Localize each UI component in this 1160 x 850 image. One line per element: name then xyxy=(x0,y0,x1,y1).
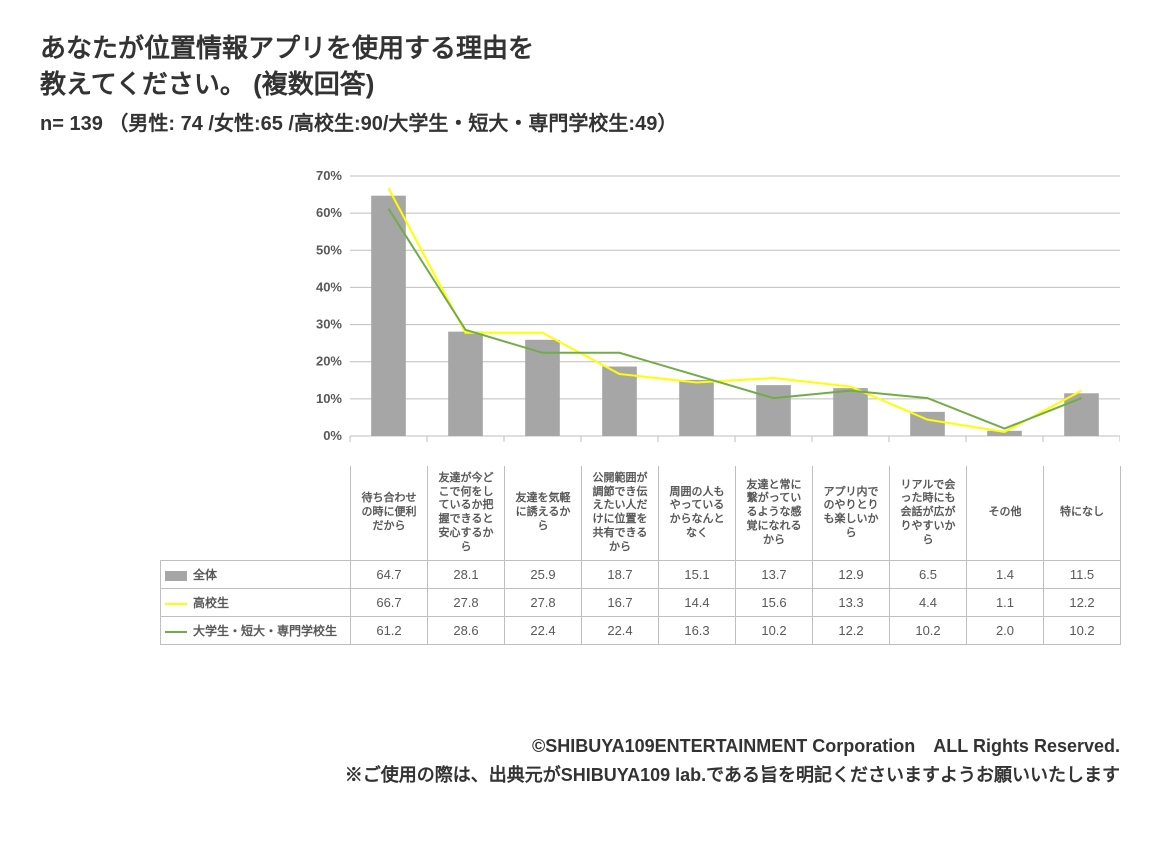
bar xyxy=(833,388,868,436)
data-row-all: 全体64.728.125.918.715.113.712.96.51.411.5 xyxy=(161,561,1121,589)
value-cell: 28.1 xyxy=(428,561,505,589)
value-cell: 15.6 xyxy=(736,589,813,617)
value-cell: 16.3 xyxy=(659,617,736,645)
data-table: 待ち合わせの時に便利だから友達が今どこで何をしているか把握できると安心するから友… xyxy=(160,466,1121,646)
category-label: リアルで会った時にも会話が広がりやすいから xyxy=(890,466,967,561)
value-cell: 10.2 xyxy=(1044,617,1121,645)
value-cell: 22.4 xyxy=(505,617,582,645)
value-cell: 10.2 xyxy=(890,617,967,645)
value-cell: 12.9 xyxy=(813,561,890,589)
page-subtitle: n= 139 （男性: 74 /女性:65 /高校生:90/大学生・短大・専門学… xyxy=(40,107,1120,136)
category-label: アプリ内でのやりとりも楽しいから xyxy=(813,466,890,561)
category-label: 友達を気軽に誘えるから xyxy=(505,466,582,561)
chart-plot-area: 0% 10% 20% 30% 40% 50% 60% 70% xyxy=(160,166,1120,466)
bar xyxy=(679,380,714,436)
category-label: 友達が今どこで何をしているか把握できると安心するから xyxy=(428,466,505,561)
bar xyxy=(448,331,483,435)
bar xyxy=(602,366,637,435)
footer-credits: ©SHIBUYA109ENTERTAINMENT Corporation ALL… xyxy=(345,732,1120,790)
value-cell: 2.0 xyxy=(967,617,1044,645)
line-series-hs xyxy=(389,188,1082,432)
bar xyxy=(371,195,406,435)
value-cell: 25.9 xyxy=(505,561,582,589)
value-cell: 10.2 xyxy=(736,617,813,645)
category-label: 待ち合わせの時に便利だから xyxy=(351,466,428,561)
bar xyxy=(525,340,560,436)
chart-container: 0% 10% 20% 30% 40% 50% 60% 70% 待ち合わせの時に便利だから友達が… xyxy=(160,166,1120,646)
page-title: あなたが位置情報アプリを使用する理由を 教えてください。 (複数回答) xyxy=(40,30,1120,103)
line-series-univ xyxy=(389,208,1082,428)
value-cell: 12.2 xyxy=(1044,589,1121,617)
value-cell: 16.7 xyxy=(582,589,659,617)
category-label: その他 xyxy=(967,466,1044,561)
category-label: 友達と常に繋がっているような感覚になれるから xyxy=(736,466,813,561)
y-axis-tick-label: 40% xyxy=(316,279,342,294)
y-axis-tick-label: 70% xyxy=(316,168,342,183)
value-cell: 28.6 xyxy=(428,617,505,645)
legend-label-hs: 高校生 xyxy=(161,589,351,617)
category-label: 特になし xyxy=(1044,466,1121,561)
category-label-row: 待ち合わせの時に便利だから友達が今どこで何をしているか把握できると安心するから友… xyxy=(161,466,1121,561)
value-cell: 1.4 xyxy=(967,561,1044,589)
title-line-1: あなたが位置情報アプリを使用する理由を xyxy=(40,33,534,63)
value-cell: 64.7 xyxy=(351,561,428,589)
value-cell: 1.1 xyxy=(967,589,1044,617)
footer-line-1: ©SHIBUYA109ENTERTAINMENT Corporation ALL… xyxy=(345,732,1120,761)
value-cell: 13.7 xyxy=(736,561,813,589)
legend-label-all: 全体 xyxy=(161,561,351,589)
bar xyxy=(1064,393,1099,436)
legend-label-univ: 大学生・短大・専門学校生 xyxy=(161,617,351,645)
value-cell: 61.2 xyxy=(351,617,428,645)
data-row-univ: 大学生・短大・専門学校生61.228.622.422.416.310.212.2… xyxy=(161,617,1121,645)
footer-line-2: ※ご使用の際は、出典元がSHIBUYA109 lab.である旨を明記くださいます… xyxy=(345,761,1120,790)
value-cell: 66.7 xyxy=(351,589,428,617)
value-cell: 12.2 xyxy=(813,617,890,645)
data-row-hs: 高校生66.727.827.816.714.415.613.34.41.112.… xyxy=(161,589,1121,617)
chart-svg: 0% 10% 20% 30% 40% 50% 60% 70% xyxy=(160,166,1120,446)
value-cell: 11.5 xyxy=(1044,561,1121,589)
category-label: 周囲の人もやっているからなんとなく xyxy=(659,466,736,561)
value-cell: 27.8 xyxy=(505,589,582,617)
value-cell: 22.4 xyxy=(582,617,659,645)
value-cell: 6.5 xyxy=(890,561,967,589)
y-axis-tick-label: 20% xyxy=(316,353,342,368)
value-cell: 15.1 xyxy=(659,561,736,589)
value-cell: 27.8 xyxy=(428,589,505,617)
y-axis-tick-label: 60% xyxy=(316,205,342,220)
value-cell: 14.4 xyxy=(659,589,736,617)
title-line-2: 教えてください。 (複数回答) xyxy=(40,69,374,99)
y-axis-tick-label: 0% xyxy=(323,428,342,443)
y-axis-tick-label: 10% xyxy=(316,391,342,406)
value-cell: 13.3 xyxy=(813,589,890,617)
value-cell: 4.4 xyxy=(890,589,967,617)
category-label: 公開範囲が調節でき伝えたい人だけに位置を共有できるから xyxy=(582,466,659,561)
value-cell: 18.7 xyxy=(582,561,659,589)
y-axis-tick-label: 30% xyxy=(316,316,342,331)
bar xyxy=(756,385,791,436)
page: あなたが位置情報アプリを使用する理由を 教えてください。 (複数回答) n= 1… xyxy=(0,0,1160,850)
y-axis-tick-label: 50% xyxy=(316,242,342,257)
